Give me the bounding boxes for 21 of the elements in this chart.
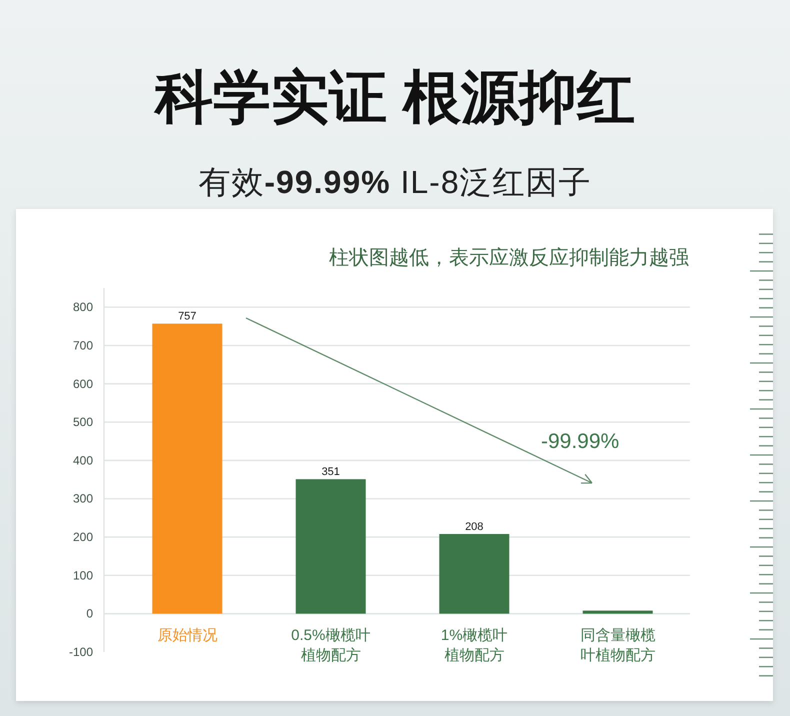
y-tick-label: 100 (72, 568, 93, 582)
x-tick-label: 1%橄榄叶植物配方 (440, 627, 508, 664)
y-tick-label: -100 (68, 645, 93, 659)
y-tick-label: 0 (86, 606, 93, 621)
y-tick-label: 400 (72, 453, 93, 468)
y-tick-label: 600 (72, 376, 93, 391)
y-tick-label: 800 (72, 300, 93, 314)
annotation: 柱状图越低，表示应激反应抑制能力越强 (329, 247, 689, 269)
y-tick-label: 300 (72, 492, 93, 506)
x-tick-label: 0.5%橄榄叶植物配方 (291, 627, 370, 664)
title: 科学实证 根源抑红 (154, 65, 636, 130)
data-label: 208 (465, 520, 484, 533)
x-tick-label: 同含量橄榄叶植物配方 (580, 627, 656, 664)
annotation: -99.99% (541, 430, 620, 453)
y-tick-label: 700 (72, 338, 93, 352)
x-tick-label: 原始情况 (157, 627, 218, 644)
data-label: 757 (178, 310, 196, 323)
subtitle: 有效-99.99% IL-8泛红因子 (198, 164, 592, 200)
y-tick-label: 500 (72, 415, 93, 430)
data-label: 351 (322, 466, 340, 478)
y-tick-label: 200 (72, 530, 93, 544)
